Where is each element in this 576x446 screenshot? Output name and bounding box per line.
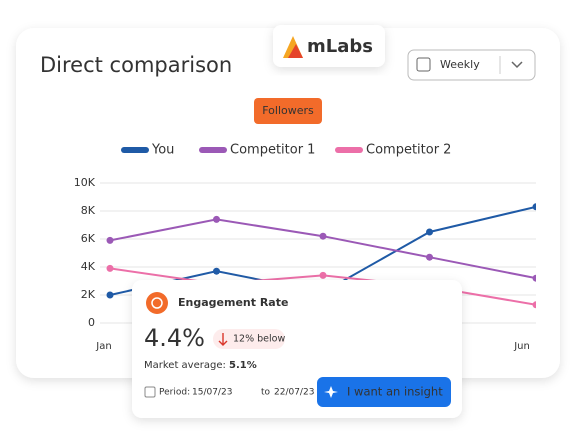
y-tick-label: 4K bbox=[81, 260, 96, 273]
card-title: Engagement Rate bbox=[178, 296, 288, 309]
data-point bbox=[106, 291, 114, 299]
period-icon bbox=[144, 386, 156, 398]
logo-text: mLabs bbox=[307, 36, 373, 57]
dropdown-chevron bbox=[511, 61, 523, 69]
data-point bbox=[213, 215, 220, 223]
sparkle-icon bbox=[324, 386, 338, 398]
insight-card: Engagement Rate 4.4% 12% below Market av… bbox=[132, 280, 462, 418]
data-point bbox=[106, 264, 114, 272]
data-point bbox=[106, 236, 114, 244]
calendar-icon bbox=[416, 57, 431, 72]
legend-label: Competitor 1 bbox=[230, 143, 315, 158]
y-tick-label: 2K bbox=[81, 288, 96, 301]
data-point bbox=[532, 301, 536, 309]
metric-badge bbox=[254, 98, 322, 124]
period-label: Period: bbox=[159, 388, 190, 398]
market-value: 5.1% bbox=[229, 360, 257, 371]
page-title: Direct comparison bbox=[40, 53, 232, 77]
data-point bbox=[532, 274, 536, 282]
delta-pill bbox=[213, 329, 285, 349]
delta-arrow bbox=[218, 333, 228, 346]
market-label: Market average: bbox=[144, 360, 226, 371]
y-tick-label: 0 bbox=[88, 316, 95, 329]
x-tick-label: Jun bbox=[513, 341, 530, 352]
dropdown-text: Weekly bbox=[440, 58, 480, 71]
insight-button[interactable] bbox=[317, 377, 451, 407]
legend-label: Competitor 2 bbox=[366, 143, 451, 158]
delta-text: 12% below bbox=[233, 334, 285, 345]
logo-icon-inner bbox=[288, 44, 303, 58]
period-to: to bbox=[261, 388, 271, 398]
card-icon-inner bbox=[151, 297, 163, 309]
data-point bbox=[426, 253, 433, 261]
metric-text: Followers bbox=[262, 104, 314, 117]
y-tick-label: 10K bbox=[74, 176, 96, 189]
period-end: 22/07/23 bbox=[274, 388, 314, 398]
period-dropdown[interactable] bbox=[407, 49, 536, 81]
period-start: 15/07/23 bbox=[192, 388, 232, 398]
legend-label: You bbox=[151, 143, 174, 158]
data-point bbox=[319, 271, 327, 279]
card-value: 4.4% bbox=[144, 324, 205, 352]
button-text: I want an insight bbox=[347, 385, 443, 399]
data-point bbox=[532, 203, 536, 211]
data-point bbox=[426, 228, 433, 236]
card-icon bbox=[146, 292, 168, 314]
data-point bbox=[213, 267, 220, 275]
y-tick-label: 8K bbox=[81, 204, 96, 217]
data-point bbox=[319, 232, 327, 240]
y-tick-label: 6K bbox=[81, 232, 96, 245]
x-tick-label: Jan bbox=[95, 341, 111, 352]
